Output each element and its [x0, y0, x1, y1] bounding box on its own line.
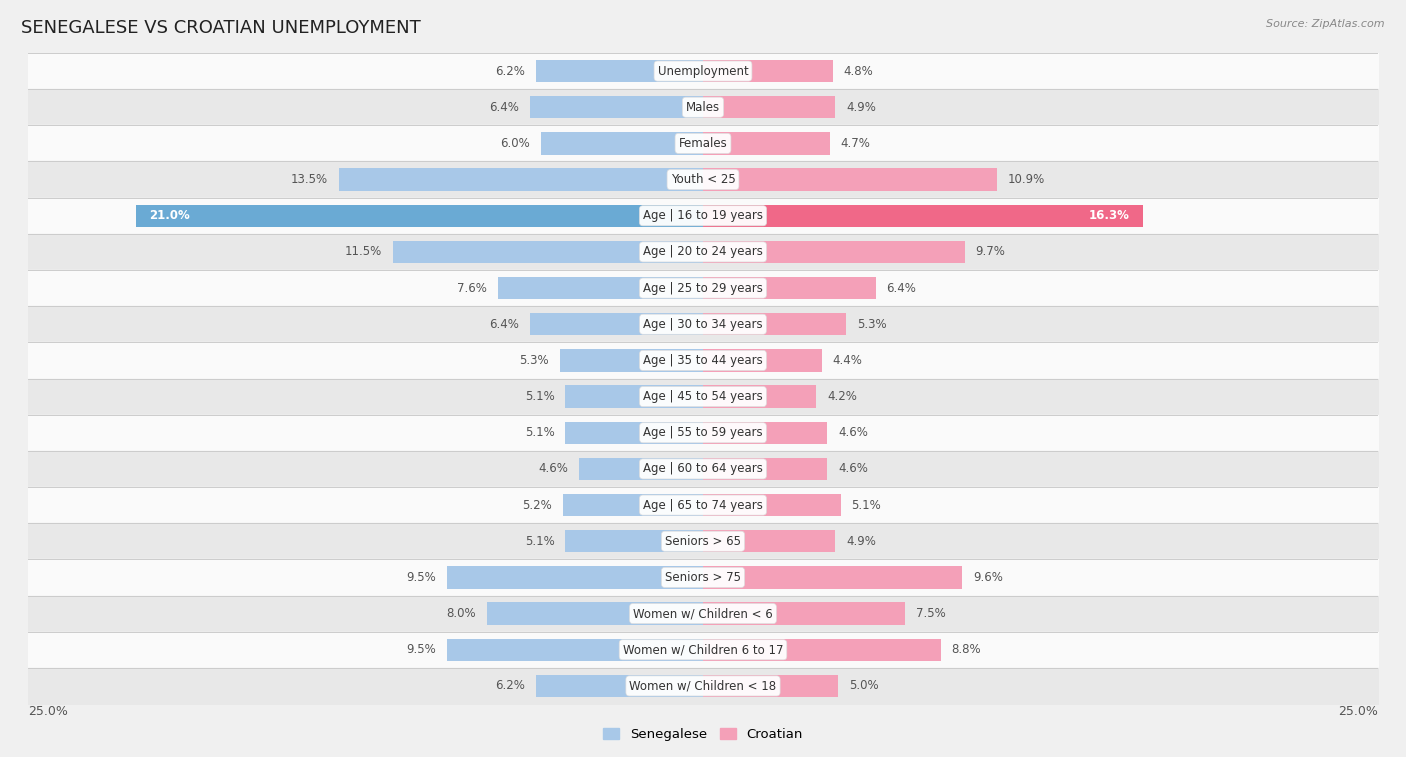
Text: 8.8%: 8.8%: [952, 643, 981, 656]
Text: 13.5%: 13.5%: [291, 173, 328, 186]
Bar: [703, 168, 997, 191]
Text: 5.2%: 5.2%: [522, 499, 551, 512]
Bar: [703, 96, 835, 118]
Text: Age | 55 to 59 years: Age | 55 to 59 years: [643, 426, 763, 439]
Text: 4.6%: 4.6%: [538, 463, 568, 475]
Bar: [703, 204, 1143, 227]
Bar: [530, 313, 703, 335]
Bar: [536, 60, 703, 83]
Text: 6.2%: 6.2%: [495, 64, 524, 77]
Bar: [703, 241, 965, 263]
Text: Seniors > 75: Seniors > 75: [665, 571, 741, 584]
Bar: [703, 60, 832, 83]
Bar: [703, 385, 817, 408]
Bar: [392, 241, 703, 263]
Bar: [703, 494, 841, 516]
Text: 6.4%: 6.4%: [489, 101, 519, 114]
Bar: [565, 422, 703, 444]
Text: Women w/ Children < 6: Women w/ Children < 6: [633, 607, 773, 620]
Bar: [703, 566, 962, 589]
Bar: [339, 168, 703, 191]
Text: 9.5%: 9.5%: [406, 571, 436, 584]
Text: Age | 25 to 29 years: Age | 25 to 29 years: [643, 282, 763, 294]
Bar: [703, 277, 876, 299]
Bar: [703, 422, 827, 444]
Text: 25.0%: 25.0%: [28, 705, 67, 718]
Text: 4.8%: 4.8%: [844, 64, 873, 77]
Text: Age | 30 to 34 years: Age | 30 to 34 years: [643, 318, 763, 331]
Text: 4.2%: 4.2%: [827, 390, 858, 403]
Text: 7.6%: 7.6%: [457, 282, 486, 294]
Text: 7.5%: 7.5%: [917, 607, 946, 620]
Text: 5.0%: 5.0%: [849, 680, 879, 693]
Text: 16.3%: 16.3%: [1088, 209, 1129, 223]
Bar: [565, 385, 703, 408]
Text: Unemployment: Unemployment: [658, 64, 748, 77]
Bar: [560, 349, 703, 372]
Text: 5.3%: 5.3%: [519, 354, 550, 367]
Bar: [703, 349, 821, 372]
Text: 11.5%: 11.5%: [344, 245, 382, 258]
Text: Women w/ Children < 18: Women w/ Children < 18: [630, 680, 776, 693]
Text: 6.4%: 6.4%: [887, 282, 917, 294]
Text: 4.4%: 4.4%: [832, 354, 862, 367]
Text: 21.0%: 21.0%: [149, 209, 190, 223]
Bar: [447, 639, 703, 661]
Text: 4.6%: 4.6%: [838, 426, 868, 439]
Bar: [703, 674, 838, 697]
Text: 5.1%: 5.1%: [524, 390, 554, 403]
Bar: [486, 603, 703, 625]
Bar: [703, 603, 905, 625]
Text: 4.9%: 4.9%: [846, 101, 876, 114]
Bar: [530, 96, 703, 118]
Text: 9.6%: 9.6%: [973, 571, 1002, 584]
Text: Age | 65 to 74 years: Age | 65 to 74 years: [643, 499, 763, 512]
Bar: [447, 566, 703, 589]
Text: 25.0%: 25.0%: [1339, 705, 1378, 718]
Text: Females: Females: [679, 137, 727, 150]
Text: Age | 20 to 24 years: Age | 20 to 24 years: [643, 245, 763, 258]
Legend: Senegalese, Croatian: Senegalese, Croatian: [598, 722, 808, 746]
Text: 6.4%: 6.4%: [489, 318, 519, 331]
Bar: [498, 277, 703, 299]
Text: Seniors > 65: Seniors > 65: [665, 534, 741, 548]
Bar: [541, 132, 703, 154]
Bar: [703, 313, 846, 335]
Bar: [703, 639, 941, 661]
Text: Age | 60 to 64 years: Age | 60 to 64 years: [643, 463, 763, 475]
Text: SENEGALESE VS CROATIAN UNEMPLOYMENT: SENEGALESE VS CROATIAN UNEMPLOYMENT: [21, 19, 420, 37]
Text: 5.3%: 5.3%: [856, 318, 887, 331]
Bar: [136, 204, 703, 227]
Text: Youth < 25: Youth < 25: [671, 173, 735, 186]
Text: 6.0%: 6.0%: [501, 137, 530, 150]
Text: 10.9%: 10.9%: [1008, 173, 1045, 186]
Text: Age | 35 to 44 years: Age | 35 to 44 years: [643, 354, 763, 367]
Bar: [703, 458, 827, 480]
Text: 4.6%: 4.6%: [838, 463, 868, 475]
Bar: [565, 530, 703, 553]
Text: 9.5%: 9.5%: [406, 643, 436, 656]
Text: Age | 45 to 54 years: Age | 45 to 54 years: [643, 390, 763, 403]
Text: 5.1%: 5.1%: [852, 499, 882, 512]
Text: Males: Males: [686, 101, 720, 114]
Text: 5.1%: 5.1%: [524, 426, 554, 439]
Bar: [562, 494, 703, 516]
Text: Women w/ Children 6 to 17: Women w/ Children 6 to 17: [623, 643, 783, 656]
Text: 8.0%: 8.0%: [447, 607, 477, 620]
Text: 5.1%: 5.1%: [524, 534, 554, 548]
Text: 9.7%: 9.7%: [976, 245, 1005, 258]
Text: Age | 16 to 19 years: Age | 16 to 19 years: [643, 209, 763, 223]
Bar: [579, 458, 703, 480]
Text: Source: ZipAtlas.com: Source: ZipAtlas.com: [1267, 19, 1385, 29]
Bar: [703, 132, 830, 154]
Text: 6.2%: 6.2%: [495, 680, 524, 693]
Text: 4.7%: 4.7%: [841, 137, 870, 150]
Bar: [703, 530, 835, 553]
Bar: [536, 674, 703, 697]
Text: 4.9%: 4.9%: [846, 534, 876, 548]
